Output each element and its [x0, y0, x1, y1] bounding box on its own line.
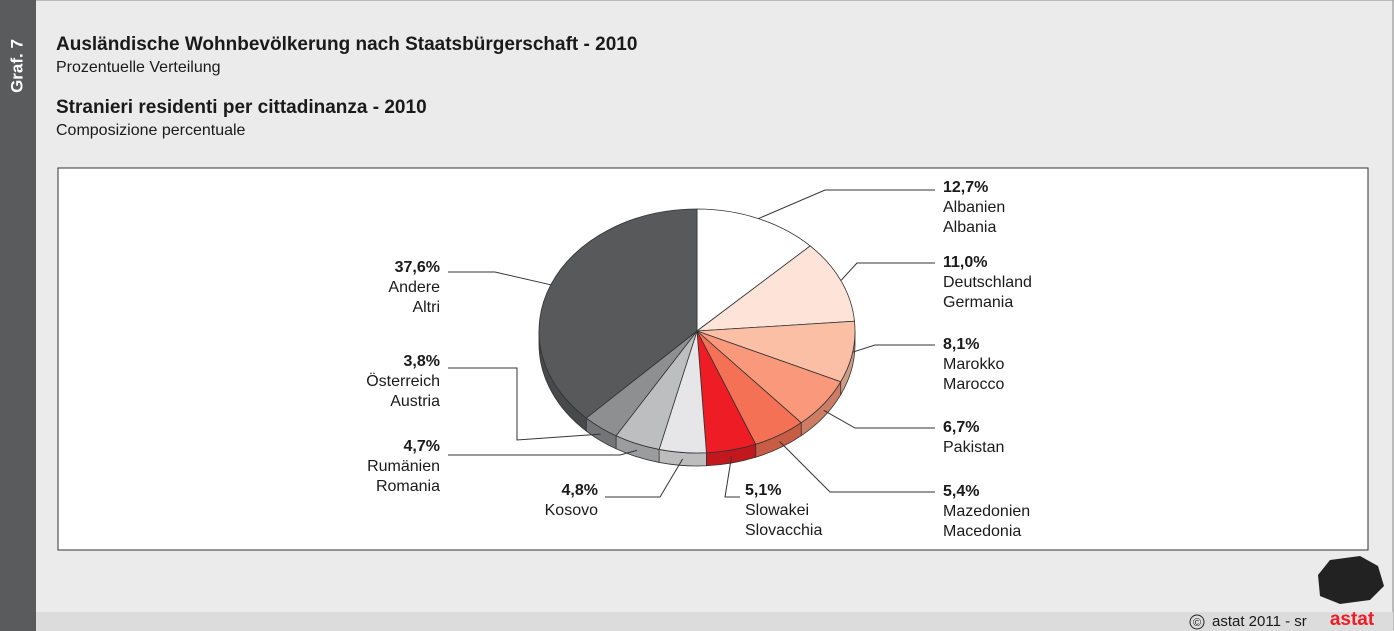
category-label: Österreich: [366, 372, 440, 390]
leader-line: [823, 409, 935, 429]
category-label: Altri: [412, 299, 440, 316]
leader-line: [448, 271, 551, 286]
category-label: Albania: [943, 219, 996, 236]
value-label: 11,0%: [943, 254, 987, 271]
category-label: Romania: [376, 478, 440, 495]
category-label: Deutschland: [943, 274, 1032, 291]
chart-title: Ausländische Wohnbevölkerung nach Staats…: [56, 34, 637, 55]
leader-line: [852, 344, 935, 353]
category-label: Marokko: [943, 356, 1004, 373]
slice: [696, 208, 811, 332]
leader-line: [448, 367, 601, 441]
category-label: Slovacchia: [745, 522, 822, 539]
leader-line: [605, 458, 684, 498]
category-label: Andere: [388, 279, 440, 296]
footer: astat 2011 - sr: [1212, 613, 1307, 630]
chart-title-it: Stranieri residenti per cittadinanza - 2…: [56, 97, 427, 118]
value-label: 5,1%: [745, 482, 781, 499]
leader-line: [724, 456, 740, 498]
category-label: Kosovo: [545, 502, 598, 519]
chart-subtitle-it: Composizione percentuale: [56, 122, 246, 139]
category-label: Germania: [943, 294, 1013, 311]
value-label: 12,7%: [943, 179, 988, 196]
leader-line: [779, 441, 935, 493]
category-label: Marocco: [943, 376, 1004, 393]
category-label: Pakistan: [943, 439, 1004, 456]
footer-strip: [36, 612, 1393, 631]
value-label: 3,8%: [404, 353, 440, 370]
side-bar: [0, 0, 36, 631]
value-label: 4,7%: [404, 438, 440, 455]
copyright-circle: [1189, 614, 1205, 630]
chart-subtitle: Prozentuelle Verteilung: [56, 59, 221, 76]
leader-line: [840, 262, 935, 281]
value-label: 6,7%: [943, 419, 979, 436]
value-label: 5,4%: [943, 483, 979, 500]
category-label: Austria: [390, 393, 440, 410]
value-label: 37,6%: [395, 259, 440, 276]
copyright: ©: [1193, 617, 1201, 629]
slice: [695, 245, 855, 332]
value-label: 8,1%: [943, 336, 979, 353]
category-label: Rumänien: [367, 458, 440, 475]
category-label: Macedonia: [943, 523, 1021, 540]
leader-line: [448, 449, 638, 456]
value-label: 4,8%: [562, 482, 598, 499]
side-label: Graf. 7: [7, 39, 26, 93]
leader-line: [758, 189, 935, 220]
logo-map: [1318, 556, 1384, 604]
category-label: Slowakei: [745, 502, 809, 519]
category-label: Albanien: [943, 199, 1005, 216]
category-label: Mazedonien: [943, 503, 1030, 520]
logo-text: astat: [1330, 609, 1375, 630]
